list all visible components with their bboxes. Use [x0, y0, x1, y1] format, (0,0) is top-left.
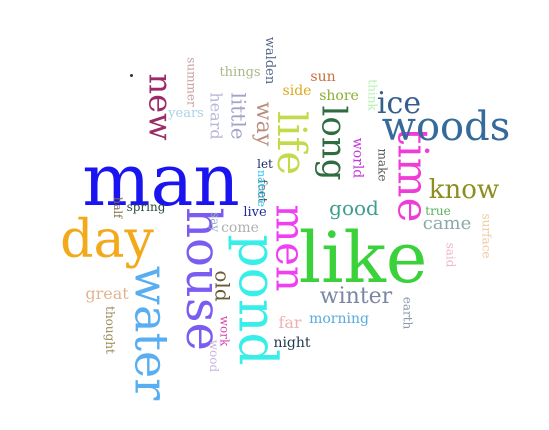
- word-water: water: [124, 265, 178, 401]
- word-walden: walden: [262, 36, 278, 84]
- word-half: half: [111, 196, 125, 218]
- word-make: make: [375, 148, 389, 182]
- word-spring: spring: [126, 200, 166, 214]
- word-night: night: [273, 335, 311, 351]
- word-wood: wood: [207, 339, 221, 373]
- word-woods: woods: [381, 104, 511, 150]
- word-say: say: [208, 211, 222, 233]
- word-day: day: [60, 210, 154, 270]
- word-live: live: [243, 204, 267, 220]
- word-true: true: [425, 204, 451, 218]
- word-men: men: [267, 204, 313, 292]
- word-know: know: [428, 175, 500, 205]
- word-far: far: [278, 313, 302, 332]
- word-came: came: [422, 213, 472, 234]
- word-heard: heard: [206, 92, 226, 140]
- word-little: little: [226, 92, 251, 140]
- word-world: world: [348, 137, 365, 179]
- word-thought: thought: [103, 306, 117, 354]
- word-nature: nature: [254, 169, 268, 207]
- word-shore: shore: [319, 88, 359, 104]
- word-ice: ice: [376, 86, 422, 121]
- word-said: said: [443, 242, 457, 268]
- word-great: great: [85, 284, 129, 303]
- word-morning: morning: [309, 311, 369, 327]
- word-long: long: [313, 105, 354, 181]
- word-summer: summer: [184, 57, 199, 107]
- word-way: way: [250, 101, 276, 147]
- word-think: think: [365, 79, 380, 111]
- word-man: man: [82, 138, 240, 222]
- word-years: years: [168, 105, 204, 121]
- word-good: good: [329, 196, 379, 220]
- dot-mark: [130, 74, 133, 77]
- word-winter: winter: [319, 284, 393, 309]
- word-sun: sun: [310, 69, 336, 85]
- word-let: let: [257, 157, 273, 171]
- word-come: come: [221, 220, 259, 236]
- word-life: life: [268, 110, 314, 176]
- word-things: things: [219, 64, 261, 80]
- word-earth: earth: [399, 296, 414, 330]
- word-surface: surface: [479, 213, 494, 259]
- word-like: like: [298, 217, 428, 299]
- word-old: old: [211, 270, 235, 302]
- word-side: side: [282, 83, 312, 99]
